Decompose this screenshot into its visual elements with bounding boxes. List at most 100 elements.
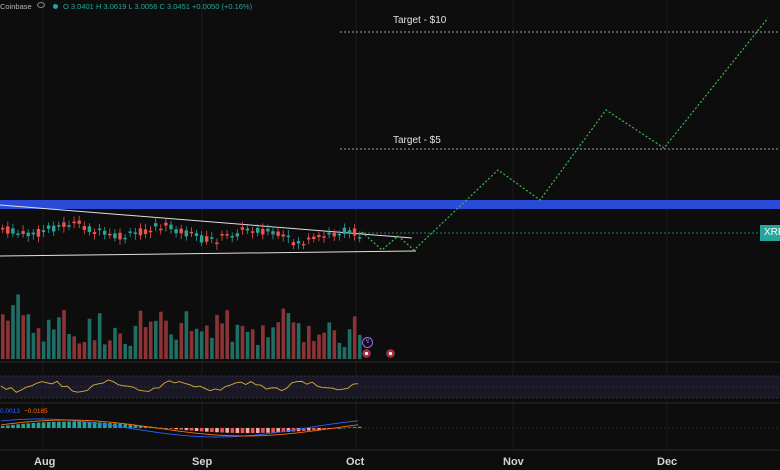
volume-bar xyxy=(312,341,316,359)
candle-body xyxy=(36,229,41,237)
macd-bar xyxy=(337,428,342,429)
volume-bar xyxy=(250,329,255,359)
candle-body xyxy=(128,231,132,233)
candle-body xyxy=(77,220,81,224)
us-flag-icon[interactable] xyxy=(362,349,371,358)
macd-bar xyxy=(225,428,229,433)
volume-bar xyxy=(317,334,321,359)
target-5-label: Target - $5 xyxy=(393,135,441,146)
macd-bar xyxy=(250,428,255,434)
macd-bar xyxy=(138,425,143,428)
macd-bar xyxy=(245,428,250,434)
candle-body xyxy=(286,235,290,238)
volume-bar xyxy=(52,329,56,359)
macd-signal-value: −0.0185 xyxy=(24,408,48,415)
volume-bar xyxy=(347,329,352,359)
volume-bar xyxy=(174,339,178,359)
candle-body xyxy=(261,228,265,235)
candle-body xyxy=(16,233,20,236)
candle-body xyxy=(250,231,255,233)
volume-bar xyxy=(123,343,127,359)
x-axis-label-oct: Oct xyxy=(346,456,365,468)
volume-bar xyxy=(62,309,66,359)
macd-bar xyxy=(16,424,20,428)
macd-value: 0.0013 xyxy=(0,408,20,415)
candle-body xyxy=(113,233,117,239)
candle-body xyxy=(276,231,280,236)
volume-bar xyxy=(148,321,153,359)
volume-bar xyxy=(327,322,331,359)
macd-bar xyxy=(317,428,321,430)
candle-body xyxy=(352,228,357,236)
candle-body xyxy=(21,231,25,234)
candle-body xyxy=(205,236,209,242)
projection-path xyxy=(361,17,769,251)
volume-bar xyxy=(97,313,102,359)
x-axis-label-sep: Sep xyxy=(192,456,213,468)
macd-bar xyxy=(159,427,163,429)
volume-bar xyxy=(6,320,10,359)
volume-bar xyxy=(301,342,306,359)
volume-bar xyxy=(159,311,163,359)
volume-bar xyxy=(322,332,326,359)
macd-bar xyxy=(286,428,291,432)
macd-bar xyxy=(1,425,5,428)
volume-bar xyxy=(16,294,20,359)
volume-bar xyxy=(57,317,61,359)
volume-bar xyxy=(82,341,87,359)
volume-bar xyxy=(337,342,342,359)
macd-bar xyxy=(133,425,138,428)
volume-bar xyxy=(276,322,280,359)
x-axis-label-aug: Aug xyxy=(34,456,56,468)
volume-bar xyxy=(46,319,51,359)
us-flag-icon[interactable] xyxy=(386,349,395,358)
volume-bar xyxy=(113,327,117,359)
candle-body xyxy=(332,232,336,237)
volume-bar xyxy=(205,325,209,359)
macd-bar xyxy=(179,428,184,430)
candle-body xyxy=(194,233,199,236)
macd-bar xyxy=(72,421,76,428)
candle-body xyxy=(245,228,250,231)
volume-bar xyxy=(235,324,240,359)
volume-bar xyxy=(26,314,31,359)
macd-bar xyxy=(11,424,15,428)
eye-icon[interactable] xyxy=(36,2,45,8)
candle-body xyxy=(148,230,153,233)
candle-body xyxy=(307,237,311,240)
event-icon[interactable]: ↯ xyxy=(362,337,373,348)
macd-bar xyxy=(26,423,31,428)
volume-bar xyxy=(230,341,235,359)
rsi-line xyxy=(0,379,359,393)
macd-bar xyxy=(276,428,280,433)
volume-bars xyxy=(1,294,362,359)
macd-bar xyxy=(128,424,133,428)
candle-body xyxy=(118,232,122,240)
change-value: +0.0050 (+0.16%) xyxy=(192,2,253,11)
candle-body xyxy=(108,233,112,236)
macd-bar xyxy=(46,422,51,428)
macd-bar xyxy=(271,428,275,433)
volume-bar xyxy=(92,340,97,359)
volume-bar xyxy=(154,320,158,359)
candle-body xyxy=(103,230,107,235)
macd-bar xyxy=(6,425,10,428)
macd-bar xyxy=(103,422,107,428)
macd-bar xyxy=(31,422,36,428)
candle-body xyxy=(179,228,183,234)
volume-bar xyxy=(11,305,15,359)
ohlc-header: Coinbase O 3.0401 H 3.0619 L 3.0056 C 3.… xyxy=(0,2,252,11)
candle-body xyxy=(123,237,127,240)
volume-bar xyxy=(72,336,76,359)
candle-body xyxy=(271,231,275,235)
macd-bar xyxy=(57,421,61,428)
macd-bar xyxy=(87,421,92,428)
macd-bar xyxy=(307,428,311,431)
volume-bar xyxy=(296,323,301,359)
volume-bar xyxy=(189,330,194,359)
macd-bar xyxy=(240,428,245,434)
macd-bar xyxy=(342,427,347,429)
candle-body xyxy=(164,222,168,226)
close-value: C 3.0451 xyxy=(159,2,190,11)
